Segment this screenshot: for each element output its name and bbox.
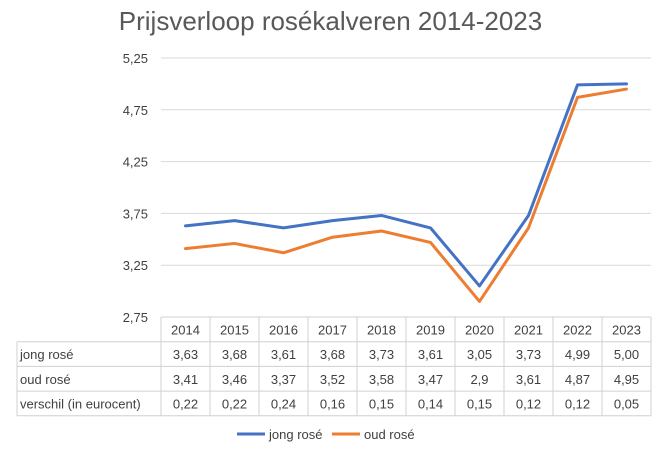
table-cell: 3,41 xyxy=(173,372,198,387)
x-tick-label: 2023 xyxy=(612,322,641,337)
table-row-label: oud rosé xyxy=(20,372,71,387)
series-line-jong-rose xyxy=(184,82,628,288)
y-tick-label: 3,25 xyxy=(123,258,148,273)
table-cell: 0,15 xyxy=(467,396,492,411)
y-tick-label: 5,25 xyxy=(123,51,148,66)
table-cell: 3,68 xyxy=(222,347,247,362)
table-cell: 3,52 xyxy=(320,372,345,387)
table-cell: 3,46 xyxy=(222,372,247,387)
y-tick-label: 4,75 xyxy=(123,103,148,118)
gridlines xyxy=(161,57,651,266)
table-cell: 0,16 xyxy=(320,396,345,411)
x-tick-label: 2018 xyxy=(367,322,396,337)
table-row-label: verschil (in eurocent) xyxy=(20,396,141,411)
y-tick-label: 4,25 xyxy=(123,155,148,170)
table-cell: 3,58 xyxy=(369,372,394,387)
x-tick-label: 2022 xyxy=(563,322,592,337)
table-cell: 3,73 xyxy=(516,347,541,362)
table-cell: 3,61 xyxy=(418,347,443,362)
table-cell: 3,63 xyxy=(173,347,198,362)
table-cell: 0,15 xyxy=(369,396,394,411)
table-cell: 2,9 xyxy=(470,372,488,387)
table-cell: 0,22 xyxy=(222,396,247,411)
table-cell: 3,61 xyxy=(516,372,541,387)
x-tick-label: 2015 xyxy=(220,322,249,337)
table-cell: 0,22 xyxy=(173,396,198,411)
table-cell: 0,24 xyxy=(271,396,296,411)
table-cell: 3,37 xyxy=(271,372,296,387)
table-cell: 4,95 xyxy=(614,372,639,387)
legend: jong rosé oud rosé xyxy=(237,427,415,442)
x-tick-label: 2020 xyxy=(465,322,494,337)
table-cell: 4,99 xyxy=(565,347,590,362)
x-tick-label: 2019 xyxy=(416,322,445,337)
y-axis: 5,25 4,75 4,25 3,75 3,25 2,75 xyxy=(123,51,148,325)
x-tick-label: 2014 xyxy=(171,322,200,337)
series-lines xyxy=(184,82,628,303)
legend-label: jong rosé xyxy=(268,427,322,442)
table-cell: 3,73 xyxy=(369,347,394,362)
x-tick-label: 2021 xyxy=(514,322,543,337)
table-cell: 0,05 xyxy=(614,396,639,411)
table-cell: 3,05 xyxy=(467,347,492,362)
table-cell: 0,12 xyxy=(565,396,590,411)
table-cell: 4,87 xyxy=(565,372,590,387)
table-cell: 3,47 xyxy=(418,372,443,387)
y-tick-label: 3,75 xyxy=(123,206,148,221)
x-tick-label: 2016 xyxy=(269,322,298,337)
table-row-label: jong rosé xyxy=(19,347,73,362)
x-tick-label: 2017 xyxy=(318,322,347,337)
table-cell: 3,68 xyxy=(320,347,345,362)
y-tick-label: 2,75 xyxy=(123,310,148,325)
table-cell: 5,00 xyxy=(614,347,639,362)
legend-label: oud rosé xyxy=(364,427,415,442)
table-cell: 0,14 xyxy=(418,396,443,411)
table-cell: 0,12 xyxy=(516,396,541,411)
data-table: 2014 2015 2016 2017 2018 2019 2020 2021 2022 2023… xyxy=(16,316,652,417)
table-cell: 3,61 xyxy=(271,347,296,362)
chart-title: Prijsverloop rosékalveren 2014-2023 xyxy=(118,6,543,36)
series-line-oud-rose xyxy=(184,87,628,303)
